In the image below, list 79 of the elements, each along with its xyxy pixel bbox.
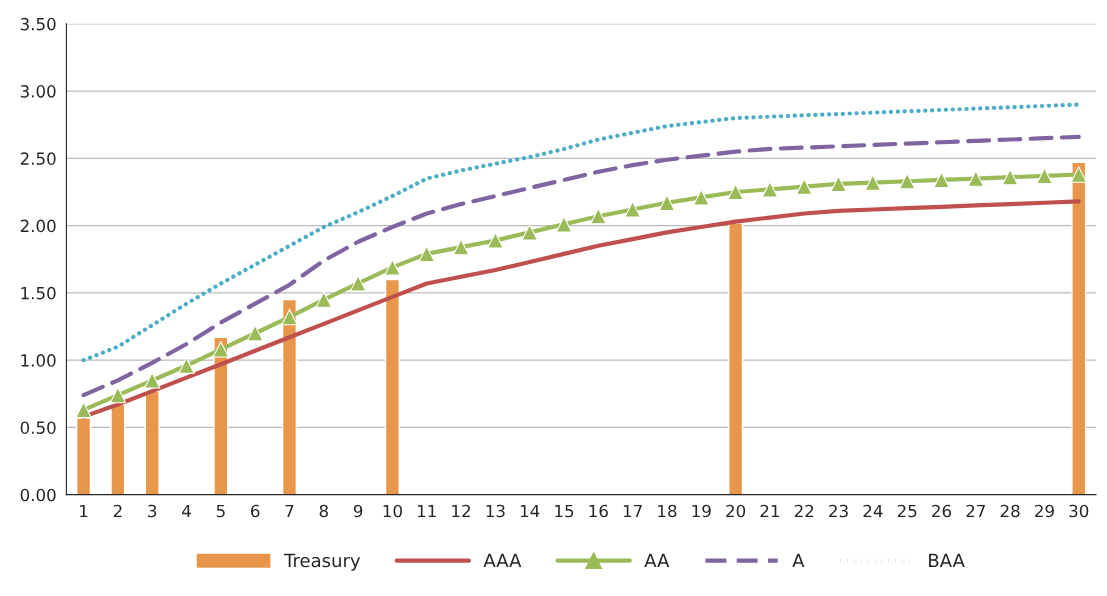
x-tick-label: 25 [897, 504, 917, 518]
x-tick-label: 8 [319, 504, 328, 518]
x-tick-label: 30 [1069, 504, 1089, 518]
point [212, 341, 229, 358]
x-tick-label: 14 [520, 504, 540, 518]
point [487, 232, 504, 249]
x-tick-label: 27 [966, 504, 985, 518]
x-tick-label: 2 [113, 504, 122, 518]
point [418, 245, 435, 263]
x-tick-label: 19 [692, 504, 711, 518]
x-tick-label: 28 [1000, 504, 1020, 518]
x-tick-label: 23 [829, 504, 848, 518]
line-series [81, 134, 1081, 398]
point [247, 325, 264, 342]
x-tick-label: 13 [486, 504, 505, 518]
x-tick-label: 17 [623, 504, 642, 518]
x-tick-label: 12 [452, 504, 470, 518]
legend-label: AA [644, 553, 670, 568]
x-tick-label: 26 [932, 504, 952, 518]
point [144, 372, 161, 389]
point [281, 308, 298, 326]
point [761, 181, 779, 198]
x-tick-label: 16 [589, 504, 608, 518]
point [864, 174, 882, 191]
legend-label: BAA [929, 553, 965, 568]
line-series [81, 102, 1081, 363]
y-tick-label: 0.00 [20, 488, 56, 502]
x-tick-label: 22 [794, 504, 814, 518]
x-tick-label: 18 [658, 504, 677, 518]
point [658, 194, 676, 211]
bar [281, 298, 298, 495]
point [555, 216, 573, 233]
x-tick-label: 4 [182, 504, 191, 518]
point [349, 275, 367, 292]
y-tick-label: 1.50 [21, 286, 56, 300]
point [624, 201, 641, 218]
point [967, 170, 984, 187]
x-tick-label: 24 [863, 504, 883, 518]
point [1070, 166, 1087, 183]
y-tick-label: 3.50 [20, 17, 56, 31]
y-tick-label: 2.50 [20, 152, 56, 165]
x-tick-label: 7 [285, 504, 294, 518]
y-tick-label: 2.00 [20, 219, 56, 233]
x-tick-label: 6 [251, 504, 260, 518]
x-tick-label: 1 [80, 504, 88, 518]
point [75, 401, 92, 419]
x-tick-label: 9 [353, 504, 363, 518]
point [693, 189, 710, 206]
point [590, 208, 607, 225]
point [109, 386, 127, 404]
point [315, 291, 332, 308]
x-tick-label: 5 [216, 504, 225, 518]
point [796, 178, 813, 195]
y-tick-label: 0.50 [20, 421, 56, 434]
point [1001, 169, 1019, 186]
x-tick-label: 15 [555, 504, 574, 518]
x-tick-label: 10 [383, 504, 402, 518]
bar [1071, 161, 1087, 495]
point [178, 357, 195, 374]
x-tick-label: 21 [760, 504, 779, 518]
x-tick-label: 3 [148, 504, 157, 518]
point [830, 175, 847, 193]
x-tick-label: 20 [726, 504, 746, 518]
point [1036, 167, 1053, 185]
point [521, 224, 538, 241]
bar [728, 222, 744, 495]
x-tick-label: 11 [417, 504, 436, 518]
bar [144, 390, 160, 495]
legend-label: AAA [483, 553, 522, 568]
y-tick-label: 3.00 [20, 85, 56, 98]
point [933, 171, 950, 189]
bar [384, 278, 400, 495]
y-tick-label: 1.00 [21, 354, 56, 367]
x-tick-label: 29 [1035, 504, 1054, 518]
point [727, 183, 744, 201]
point [899, 173, 916, 190]
legend-label: Treasury [284, 553, 361, 571]
legend-label: A [792, 553, 805, 568]
point [384, 259, 401, 276]
